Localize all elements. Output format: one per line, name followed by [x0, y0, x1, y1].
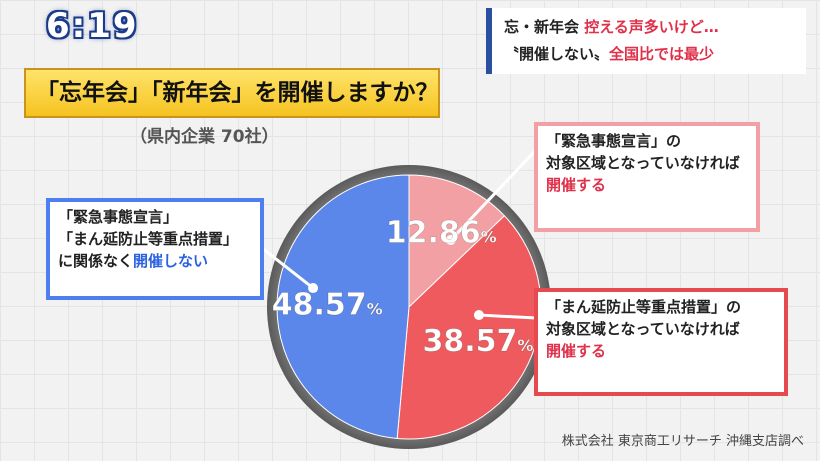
- chart-subtitle: （県内企業 70社）: [130, 127, 279, 147]
- callout-3-line-2: 「まん延防止等重点措置」: [58, 230, 239, 248]
- callout-2-line-3: 開催する: [546, 342, 607, 360]
- source-credit: 株式会社 東京商工リサーチ 沖縄支店調べ: [561, 434, 804, 449]
- callout-2-line-2: 対象区域となっていなければ: [546, 320, 740, 338]
- headline-line1-a: 忘・新年会: [504, 18, 580, 36]
- pie-slice-3: [276, 174, 410, 440]
- leader-line-3: [261, 246, 314, 290]
- callout-3-line-1: 「緊急事態宣言」: [58, 208, 179, 226]
- pie-label-2: 38.57%: [423, 324, 534, 359]
- callout-slice-1: 「緊急事態宣言」の 対象区域となっていなければ 開催する: [534, 122, 760, 232]
- headline-line1-b: 控える声多いけど…: [584, 18, 719, 36]
- callout-1-line-3: 開催する: [546, 176, 607, 194]
- callout-slice-2: 「まん延防止等重点措置」の 対象区域となっていなければ 開催する: [534, 288, 788, 396]
- clock: 6:19: [46, 6, 139, 46]
- leader-line-1: [449, 148, 538, 242]
- callout-2-line-1: 「まん延防止等重点措置」の: [546, 298, 742, 316]
- leader-dot-3: [308, 283, 319, 294]
- callout-3-line-3: に関係なく: [58, 252, 134, 270]
- headline-line2-b: 全国比では最少: [609, 45, 715, 63]
- leader-dot-1: [445, 235, 456, 246]
- headline-line2-a: 〝開催しない〟: [504, 45, 610, 63]
- pie-slice-2: [396, 215, 542, 440]
- headline-box: 忘・新年会 控える声多いけど… 〝開催しない〟全国比では最少: [486, 8, 806, 74]
- pie-label-1: 12.86%: [386, 216, 497, 251]
- callout-1-line-2: 対象区域となっていなければ: [546, 154, 740, 172]
- leader-dot-2: [473, 310, 484, 321]
- leader-line-2: [478, 313, 537, 320]
- pie-label-3: 48.57%: [272, 287, 383, 322]
- question-title: 「忘年会」「新年会」を開催しますか？: [24, 68, 440, 118]
- callout-slice-3: 「緊急事態宣言」 「まん延防止等重点措置」 に関係なく開催しない: [46, 198, 264, 300]
- callout-1-line-1: 「緊急事態宣言」の: [546, 132, 682, 150]
- callout-3-line-4: 開催しない: [133, 252, 209, 270]
